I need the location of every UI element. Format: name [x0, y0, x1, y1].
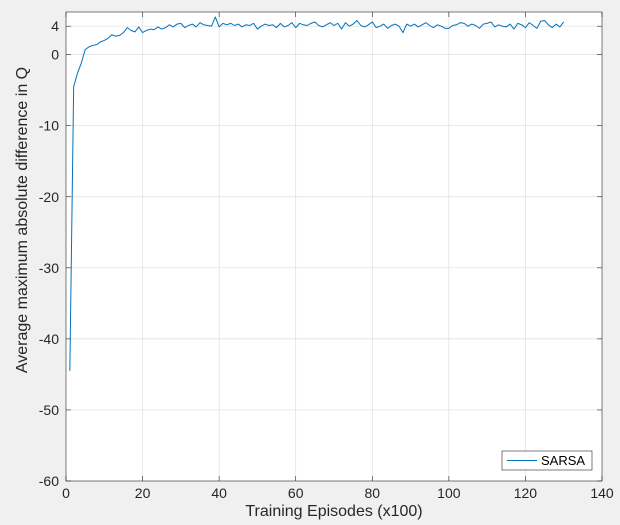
series-lines [69, 16, 565, 371]
y-tick-label: -50 [39, 402, 59, 418]
x-axis-label: Training Episodes (x100) [245, 503, 422, 520]
grid-lines [66, 12, 602, 481]
x-tick-label: 80 [364, 485, 380, 501]
legend-label-sarsa: SARSA [541, 453, 585, 468]
series-line-sarsa [69, 16, 565, 371]
y-tick-label: -10 [39, 118, 59, 134]
x-tick-label: 40 [211, 485, 227, 501]
x-tick-label: 140 [590, 485, 614, 501]
x-tick-label: 120 [514, 485, 538, 501]
legend: SARSA [501, 450, 593, 471]
plot-area [66, 12, 602, 481]
x-tick-label: 100 [437, 485, 461, 501]
x-tick-labels: 0 20 40 60 80 100 120 140 [62, 485, 614, 501]
legend-box [501, 450, 593, 471]
x-tick-label: 60 [288, 485, 304, 501]
tick-marks [65, 12, 603, 482]
y-tick-label: 4 [51, 18, 59, 34]
x-tick-label: 0 [62, 485, 70, 501]
y-tick-label: -40 [39, 331, 59, 347]
y-tick-label: -20 [39, 189, 59, 205]
y-tick-label: -30 [39, 260, 59, 276]
axes-box [65, 11, 603, 482]
x-tick-label: 20 [135, 485, 151, 501]
y-tick-labels: 4 0 -10 -20 -30 -40 -50 -60 [39, 18, 59, 489]
y-tick-label: -60 [39, 473, 59, 489]
y-axis-label: Average maximum absolute difference in Q [14, 67, 31, 373]
y-tick-label: 0 [51, 47, 59, 63]
